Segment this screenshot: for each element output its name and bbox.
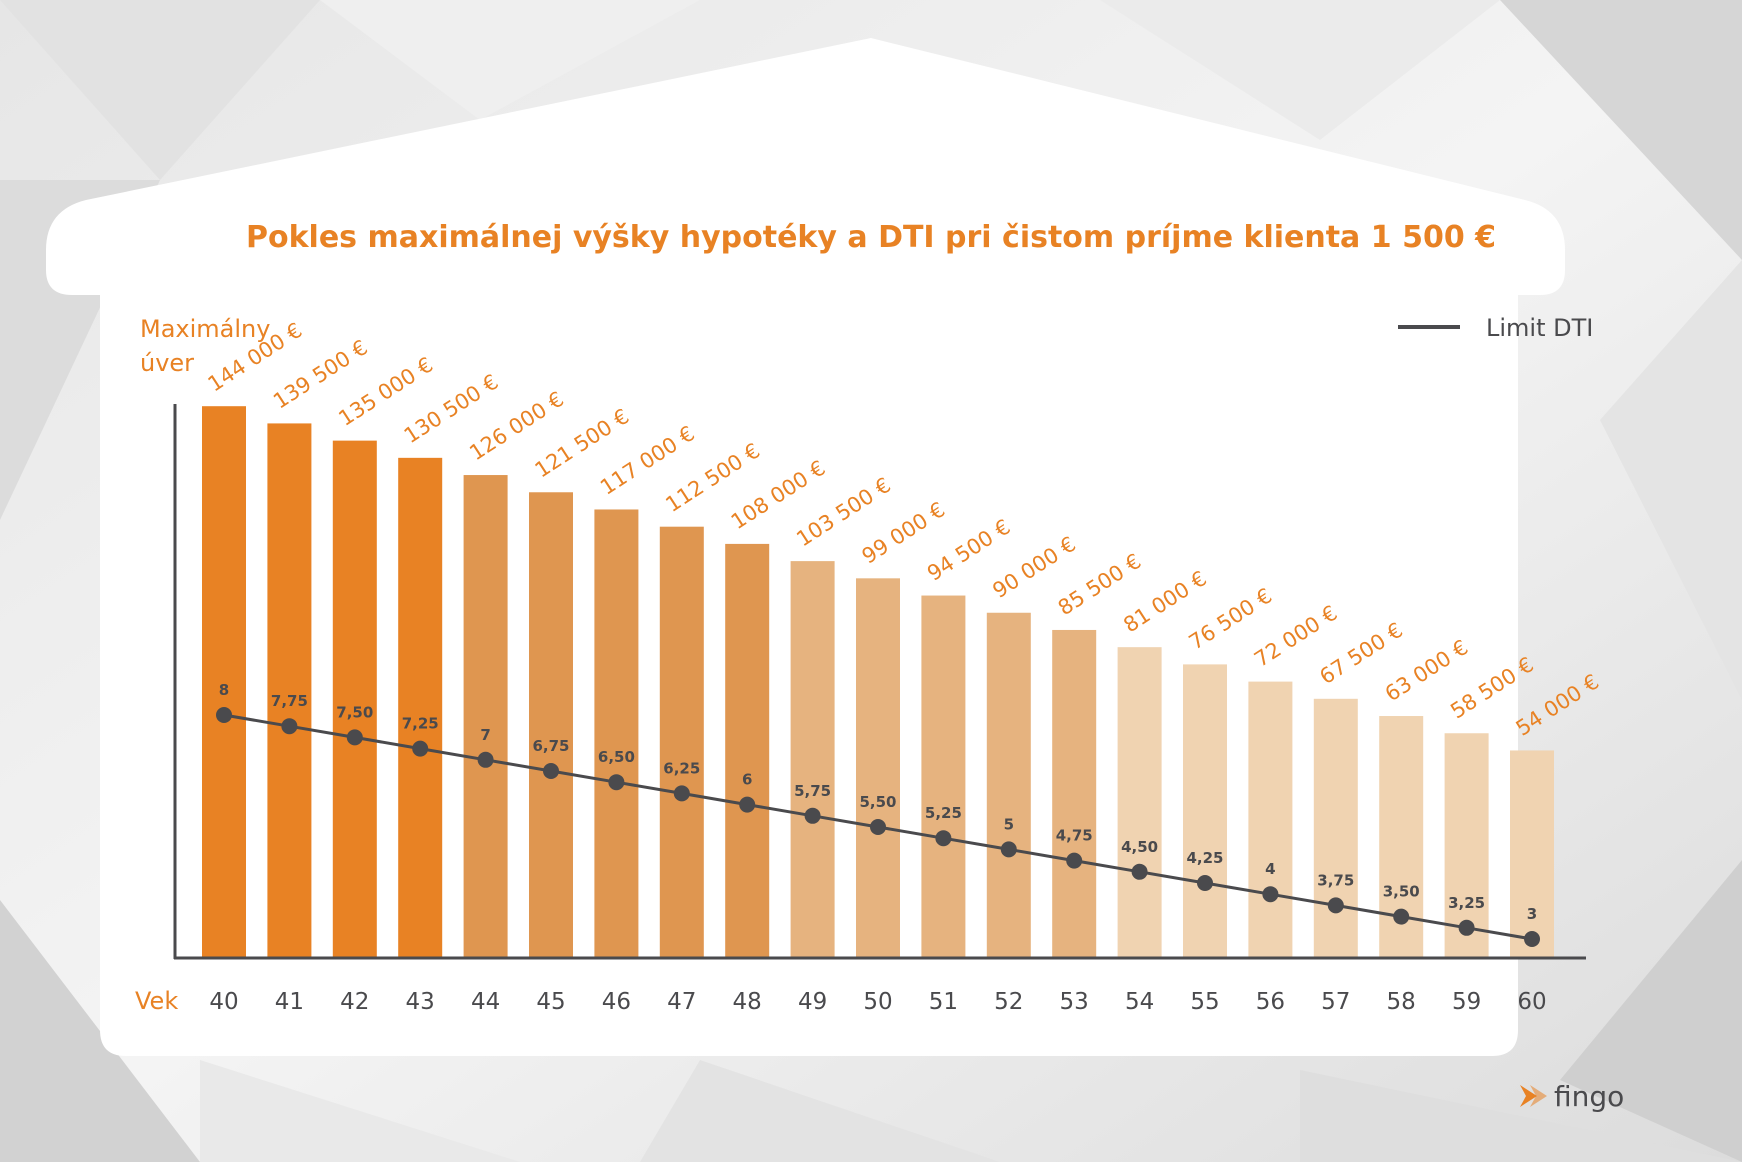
bar-56 [1248,681,1293,957]
bar-44 [463,475,508,957]
dti-point [1524,931,1540,947]
bars-group [202,406,1554,958]
dti-point [608,774,625,791]
bar-51 [921,595,966,957]
x-tick-label: 45 [536,989,565,1015]
fingo-logo-icon [1520,1085,1537,1107]
dti-point [1000,841,1017,858]
bar-60 [1510,750,1554,957]
dti-point [346,729,363,746]
x-tick-label: 49 [798,989,827,1015]
dti-value-label: 3,50 [1383,883,1420,901]
bar-42 [332,440,377,957]
x-ticks-group: Vek 40 41 42 43 44 45 46 47 48 49 50 51 52 53 54 55 56 57… [135,987,1547,1015]
bar-55 [1183,664,1227,957]
dti-value-label: 5,25 [925,804,962,822]
bar-41 [267,423,312,958]
bar-40 [202,406,246,957]
bar-54 [1117,647,1162,957]
dti-value-label: 7,75 [271,692,308,710]
x-tick-label: 46 [602,989,631,1015]
dti-point [1197,875,1213,891]
dti-point [935,830,952,847]
dti-point [804,807,821,824]
dti-point [673,785,690,802]
legend-label: Limit DTI [1486,314,1593,342]
x-tick-label: 56 [1256,989,1285,1015]
dti-point [1327,897,1344,914]
bar-43 [398,457,443,957]
dti-value-label: 3,25 [1448,894,1485,912]
dti-value-label: 5 [1004,815,1014,833]
x-axis-label: Vek [135,987,178,1015]
dti-value-label: 7 [480,726,490,744]
legend: Limit DTI [1398,314,1593,342]
y-axis-label-line1: Maximálny [140,315,270,343]
dti-value-label: 6,25 [663,759,700,777]
x-tick-label: 57 [1321,989,1350,1015]
dti-point [870,819,886,835]
dti-value-label: 6,75 [532,737,569,755]
dti-value-label: 8 [219,681,229,699]
dti-value-label: 6 [742,771,752,789]
dti-value-label: 7,25 [402,715,439,733]
dti-point [1131,863,1148,880]
x-tick-label: 53 [1060,989,1089,1015]
dti-point [412,740,429,757]
dti-value-label: 7,50 [336,703,373,721]
x-tick-label: 51 [929,989,958,1015]
x-tick-label: 48 [733,989,762,1015]
bar-47 [659,526,704,957]
bar-48 [725,543,770,957]
dti-value-label: 3,75 [1317,871,1354,889]
dti-value-label: 4,25 [1186,849,1223,867]
dti-point [477,751,494,768]
x-tick-label: 41 [275,989,304,1015]
dti-value-label: 5,75 [794,782,831,800]
dti-point [1262,886,1279,903]
x-tick-label: 47 [667,989,696,1015]
x-tick-label: 60 [1517,989,1546,1015]
chart-title: Pokles maximálnej výšky hypotéky a DTI p… [246,220,1496,255]
x-tick-label: 43 [406,989,435,1015]
bar-45 [529,492,573,957]
dti-point [1066,852,1083,869]
x-tick-label: 58 [1387,989,1416,1015]
fingo-logo-text: fingo [1554,1080,1624,1113]
dti-series-group: 8 7,75 7,50 7,25 7 6,75 6,50 6,25 6 5,75 5,50 5,25 5… [216,681,1540,947]
fingo-logo: fingo [1520,1080,1624,1113]
dti-point [281,718,298,735]
bar-57 [1313,698,1358,957]
x-tick-label: 55 [1190,989,1219,1015]
x-tick-label: 40 [209,989,238,1015]
dti-point [216,707,232,723]
y-axis-label-line2: úver [140,349,194,377]
dti-point [1393,908,1410,925]
dti-value-label: 3 [1527,905,1537,923]
bar-49 [790,561,835,957]
x-tick-label: 42 [340,989,369,1015]
dti-value-label: 4,50 [1121,838,1158,856]
dti-point [739,796,756,813]
dti-value-label: 4 [1265,860,1275,878]
x-tick-label: 52 [994,989,1023,1015]
bar-46 [594,509,639,957]
bar-50 [856,578,900,957]
dti-value-label: 6,50 [598,748,635,766]
x-tick-label: 59 [1452,989,1481,1015]
dti-value-label: 5,50 [859,793,896,811]
x-tick-label: 50 [863,989,892,1015]
dti-point [1458,919,1475,936]
dti-value-label: 4,75 [1056,827,1093,845]
bar-52 [986,612,1031,957]
bar-59 [1444,733,1489,957]
bar-53 [1052,629,1097,957]
dti-point [543,763,559,779]
axes-group [173,404,1586,960]
x-tick-label: 44 [471,989,500,1015]
x-tick-label: 54 [1125,989,1154,1015]
